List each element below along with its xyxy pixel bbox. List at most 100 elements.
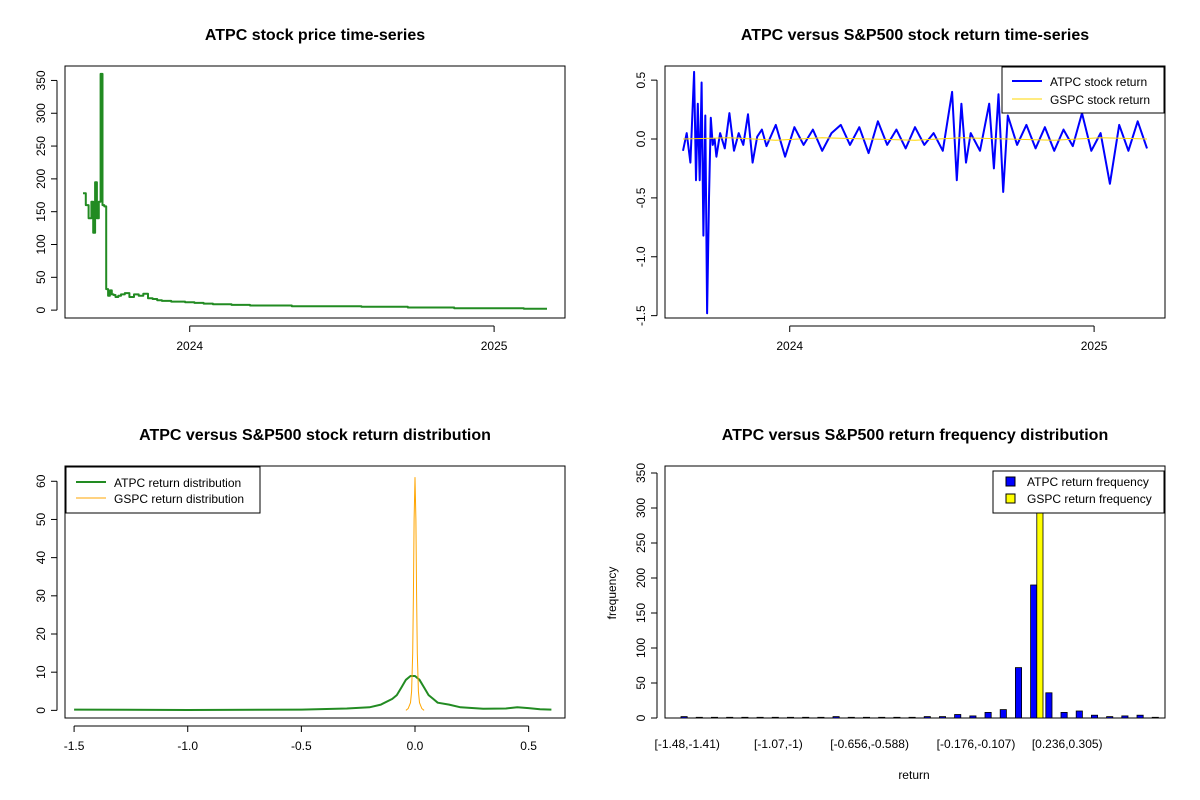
histogram-x-axis-label: return (898, 768, 929, 782)
histogram-bar-atpc (756, 716, 764, 719)
returns-legend-box (1001, 66, 1165, 114)
returns-chart-title: ATPC versus S&P500 stock return time-ser… (741, 27, 1089, 44)
price-y-tick-label: 150 (34, 201, 48, 221)
density-y-tick-label: 50 (34, 512, 48, 526)
histogram-bar-atpc (817, 716, 825, 719)
density-x-tick-label: -0.5 (291, 739, 312, 753)
price-y-tick-label: 200 (34, 169, 48, 189)
price-series-atpc (83, 72, 547, 310)
returns-x-tick-label: 2025 (1081, 339, 1108, 353)
histogram-legend-label-atpc: ATPC return frequency (1027, 475, 1149, 489)
histogram-bar-atpc (954, 714, 962, 719)
histogram-bar-atpc (1075, 710, 1083, 719)
returns-legend-label-atpc: ATPC stock return (1050, 75, 1147, 89)
histogram-legend-swatch-gspc (1005, 493, 1016, 504)
histogram-bar-atpc (939, 716, 947, 719)
price-chart: ATPC stock price time-series 0 50 100 150 20… (34, 27, 566, 353)
histogram-bar-atpc (1106, 716, 1114, 719)
histogram-x-tick-label: [0.236,0.305) (1032, 737, 1103, 751)
density-y-tick-label: 30 (34, 589, 48, 603)
histogram-legend-label-gspc: GSPC return frequency (1027, 492, 1152, 506)
histogram-y-tick-label: 150 (634, 603, 648, 623)
density-y-tick-label: 10 (34, 665, 48, 679)
returns-y-tick-label: 0.5 (634, 71, 648, 88)
density-legend-label-gspc: GSPC return distribution (114, 492, 244, 506)
histogram-legend: ATPC return frequency GSPC return freque… (992, 470, 1165, 514)
price-plot-frame (64, 65, 566, 319)
histogram-bar-atpc (878, 716, 886, 719)
density-series-gspc (405, 477, 425, 711)
returns-y-tick-label: -1.5 (634, 305, 648, 326)
density-y-tick-label: 20 (34, 627, 48, 641)
returns-x-tick-label: 2024 (776, 339, 803, 353)
histogram-bar-atpc (771, 716, 779, 719)
histogram-bar-atpc (741, 716, 749, 719)
histogram-bar-atpc (1045, 692, 1053, 719)
histogram-y-tick-label: 200 (634, 568, 648, 588)
density-legend: ATPC return distribution GSPC return dis… (65, 466, 261, 514)
price-x-tick-label: 2025 (481, 339, 508, 353)
price-x-tick-label: 2024 (176, 339, 203, 353)
density-x-tick-label: -1.5 (64, 739, 85, 753)
histogram-bar-atpc (802, 716, 810, 719)
histogram-bar-atpc (1015, 667, 1023, 719)
price-y-tick-label: 350 (34, 70, 48, 90)
histogram-bar-atpc (908, 716, 916, 719)
histogram-y-tick-label: 300 (634, 498, 648, 518)
density-legend-box (65, 466, 261, 514)
histogram-y-tick-label: 350 (634, 463, 648, 483)
density-chart: ATPC versus S&P500 stock return distribu… (34, 427, 566, 753)
histogram-bar-atpc (711, 716, 719, 719)
histogram-bar-atpc (1121, 715, 1129, 719)
price-y-tick-label: 300 (34, 103, 48, 123)
density-y-tick-label: 0 (34, 707, 48, 714)
returns-y-tick-label: 0.0 (634, 130, 648, 147)
histogram-y-tick-label: 100 (634, 638, 648, 658)
price-y-tick-label: 250 (34, 136, 48, 156)
density-x-tick-label: 0.0 (407, 739, 424, 753)
price-y-tick-label: 0 (34, 306, 48, 313)
density-plot-frame (64, 465, 566, 719)
histogram-y-tick-label: 0 (634, 714, 648, 721)
returns-legend: ATPC stock return GSPC stock return (1001, 66, 1165, 114)
histogram-y-tick-label: 50 (634, 676, 648, 690)
density-chart-title: ATPC versus S&P500 stock return distribu… (139, 427, 491, 444)
returns-series-gspc (682, 137, 1148, 141)
price-chart-title: ATPC stock price time-series (205, 27, 425, 44)
histogram-legend-box (992, 470, 1165, 514)
histogram-bar-atpc (1091, 714, 1099, 719)
histogram-bar-atpc (1136, 714, 1144, 719)
returns-legend-label-gspc: GSPC stock return (1050, 93, 1150, 107)
histogram-bar-atpc (847, 716, 855, 719)
histogram-bar-atpc (832, 716, 840, 719)
histogram-chart-title: ATPC versus S&P500 return frequency dist… (722, 427, 1108, 444)
histogram-x-tick-label: [-1.48,-1.41) (655, 737, 720, 751)
histogram-bar-atpc (695, 716, 703, 719)
histogram-bar-atpc (1151, 716, 1159, 719)
density-legend-label-atpc: ATPC return distribution (114, 476, 241, 490)
density-y-tick-label: 40 (34, 551, 48, 565)
density-x-tick-label: 0.5 (520, 739, 537, 753)
returns-y-tick-label: -0.5 (634, 187, 648, 208)
histogram-x-tick-label: [-0.176,-0.107) (937, 737, 1016, 751)
histogram-chart: ATPC versus S&P500 return frequency dist… (605, 427, 1166, 782)
histogram-bar-atpc (984, 712, 992, 719)
returns-plot-frame (664, 65, 1166, 319)
histogram-x-tick-label: [-1.07,-1) (754, 737, 803, 751)
histogram-bar-atpc (863, 716, 871, 719)
returns-series-atpc (682, 70, 1148, 315)
price-y-tick-label: 100 (34, 234, 48, 254)
returns-y-tick-label: -1.0 (634, 246, 648, 267)
histogram-bar-gspc (1036, 507, 1044, 719)
density-y-tick-label: 60 (34, 474, 48, 488)
density-series-atpc (74, 675, 552, 711)
histogram-y-tick-label: 250 (634, 533, 648, 553)
histogram-bar-atpc (1030, 584, 1038, 719)
histogram-bar-atpc (726, 716, 734, 719)
density-x-tick-label: -1.0 (177, 739, 198, 753)
histogram-y-axis-label: frequency (605, 567, 619, 620)
histogram-x-tick-label: [-0.656,-0.588) (830, 737, 909, 751)
histogram-bar-atpc (969, 715, 977, 719)
histogram-bar-atpc (1060, 712, 1068, 719)
